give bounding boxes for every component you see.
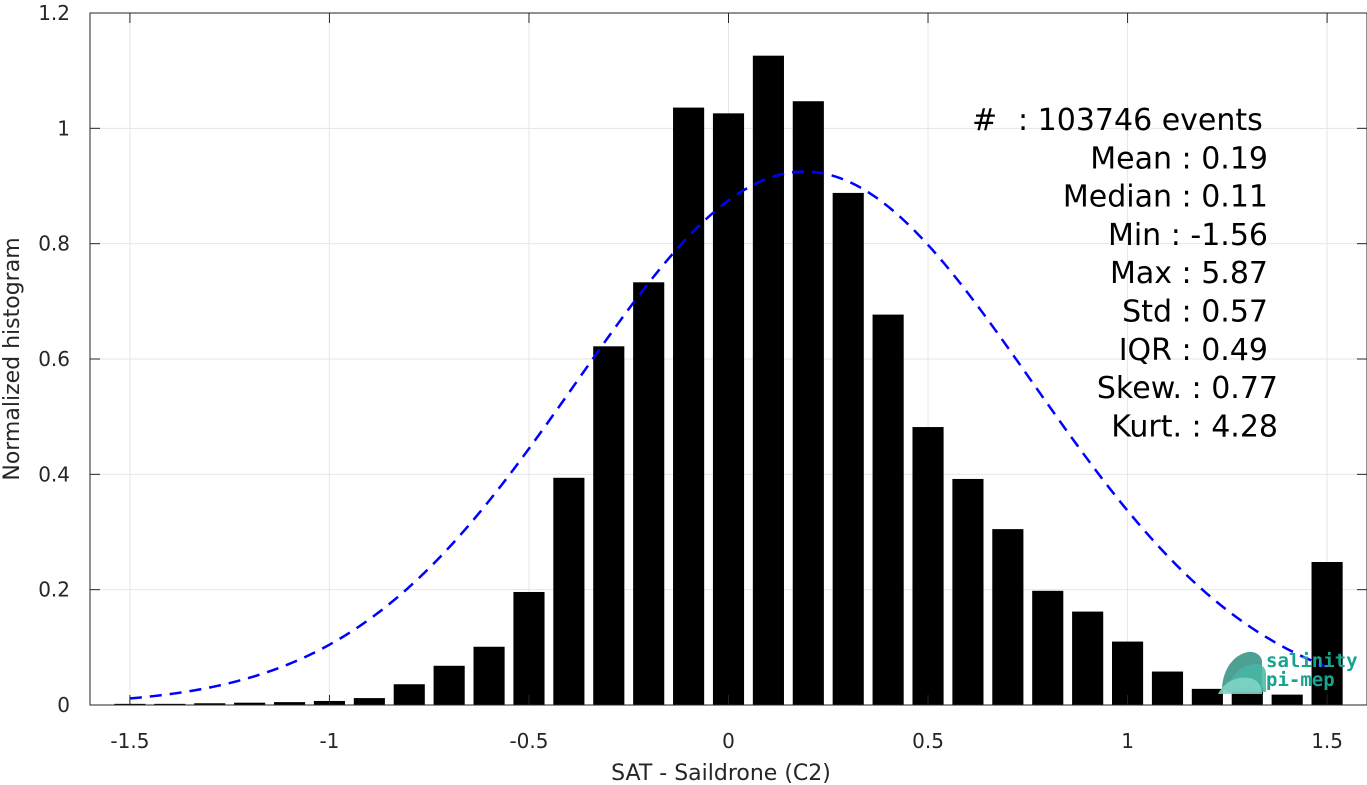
bar-24 — [1072, 611, 1104, 705]
bar-21 — [952, 478, 984, 705]
x-tick-labels: -1.5 -1 -0.5 0 0.5 1 1.5 — [110, 729, 1343, 753]
stat-row-4: Max : 5.87 — [1110, 256, 1268, 291]
y-tick-label-5: 1 — [57, 116, 70, 140]
y-axis-label: Normalized histogram — [0, 237, 25, 480]
x-tick-label-5: 1 — [1121, 729, 1134, 753]
bar-29 — [1271, 694, 1303, 705]
y-tick-label-1: 0.2 — [38, 578, 70, 602]
x-tick-label-1: -1 — [319, 729, 339, 753]
bar-25 — [1111, 641, 1144, 705]
salinity-pi-mep-logo: salinity pi-mep — [1218, 650, 1358, 694]
y-tick-label-4: 0.8 — [38, 232, 70, 256]
bar-16 — [752, 55, 784, 705]
bar-23 — [1032, 590, 1064, 705]
stat-row-5: Std : 0.57 — [1122, 295, 1268, 330]
bar-22 — [992, 529, 1024, 705]
bar-27 — [1191, 688, 1223, 705]
y-tick-label-6: 1.2 — [38, 1, 70, 25]
y-tick-label-2: 0.4 — [38, 462, 70, 486]
bar-7 — [393, 684, 425, 705]
bar-11 — [553, 477, 585, 705]
bar-12 — [593, 346, 625, 705]
stat-row-2: Median : 0.11 — [1063, 180, 1268, 215]
bar-4 — [273, 702, 306, 705]
bar-13 — [633, 282, 665, 705]
bar-17 — [792, 101, 824, 706]
stat-row-7: Skew. : 0.77 — [1097, 371, 1278, 406]
bar-20 — [912, 427, 944, 705]
x-tick-label-2: -0.5 — [509, 729, 548, 753]
bar-26 — [1151, 671, 1184, 705]
bar-1 — [154, 703, 186, 705]
bars — [114, 55, 1343, 706]
gaussian-fit-curve — [129, 170, 1328, 700]
wave-icon — [1218, 651, 1266, 694]
logo-text-line1: salinity — [1266, 650, 1358, 672]
x-tick-label-6: 1.5 — [1311, 729, 1343, 753]
x-tick-label-0: -1.5 — [110, 729, 149, 753]
ticks — [90, 12, 1367, 706]
bar-8 — [433, 665, 465, 705]
logo-text-line2: pi-mep — [1266, 669, 1335, 691]
y-tick-label-0: 0 — [57, 693, 70, 717]
bar-19 — [872, 314, 904, 705]
bar-9 — [473, 646, 505, 705]
stat-value-0: : 103746 events — [1018, 103, 1263, 138]
x-axis-label: SAT - Saildrone (C2) — [611, 761, 831, 785]
y-tick-label-3: 0.6 — [38, 347, 70, 371]
bar-15 — [712, 113, 745, 706]
bar-6 — [353, 698, 385, 705]
bar-14 — [673, 107, 705, 705]
bar-2 — [194, 703, 226, 705]
stat-row-1: Mean : 0.19 — [1090, 141, 1268, 176]
bar-10 — [513, 591, 545, 705]
stat-label-0: # — [972, 103, 997, 138]
x-tick-label-3: 0 — [722, 729, 735, 753]
y-tick-labels: 0 0.2 0.4 0.6 0.8 1 1.2 — [38, 1, 70, 717]
bar-18 — [832, 192, 864, 706]
x-tick-label-4: 0.5 — [912, 729, 944, 753]
stat-row-3: Min : -1.56 — [1108, 218, 1268, 253]
stat-row-6: IQR : 0.49 — [1119, 333, 1268, 368]
bar-30 — [1311, 561, 1343, 705]
bar-3 — [234, 702, 266, 705]
stat-row-8: Kurt. : 4.28 — [1111, 409, 1278, 444]
